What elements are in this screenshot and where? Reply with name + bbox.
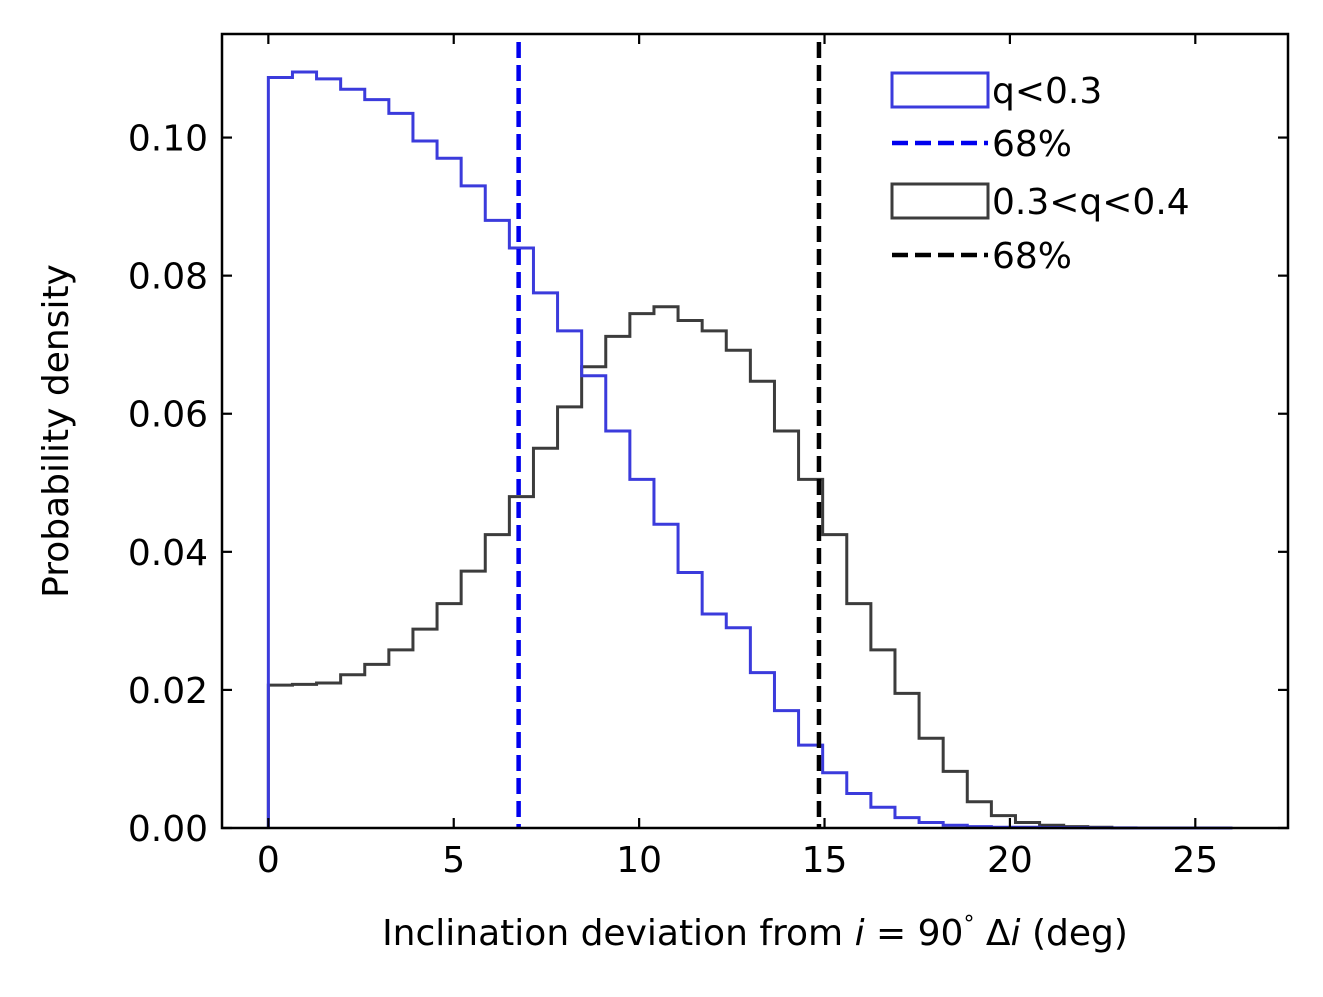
- x-tick-label: 5: [442, 840, 465, 881]
- x-tick-label: 10: [616, 840, 662, 881]
- y-tick-label: 0.06: [128, 395, 208, 436]
- plot-frame: [220, 32, 1290, 830]
- x-tick-label: 15: [802, 840, 848, 881]
- y-tick-label: 0.04: [128, 533, 208, 574]
- threshold-lines: [516, 42, 822, 828]
- y-tick-label: 0.00: [128, 809, 208, 850]
- x-tick-label: 20: [987, 840, 1033, 881]
- legend-handle-box: [890, 182, 990, 220]
- legend-label: 68%: [992, 124, 1072, 165]
- legend-label: q<0.3: [992, 71, 1102, 112]
- y-tick-label: 0.02: [128, 671, 208, 712]
- axis-ticks: [222, 34, 1288, 830]
- axis-tick-labels: 0 5 10 15 20 25 0.00 0.02 0.04 0.06 0.08 0.10: [128, 119, 1218, 881]
- y-tick-label: 0.08: [128, 257, 208, 298]
- y-tick-label: 0.10: [128, 119, 208, 160]
- x-tick-label: 0: [257, 840, 280, 881]
- histogram-series-1: [266, 305, 1233, 830]
- x-axis-label: Inclination deviation from i = 90° Δi (d…: [382, 912, 1128, 954]
- legend-handle-box: [890, 71, 990, 109]
- legend-label: 0.3<q<0.4: [992, 182, 1190, 223]
- legend-label: 68%: [992, 236, 1072, 277]
- x-tick-label: 25: [1172, 840, 1218, 881]
- legend: q<0.3 68% 0.3<q<0.4 68%: [890, 71, 1190, 277]
- y-axis-label: Probability density: [36, 264, 77, 598]
